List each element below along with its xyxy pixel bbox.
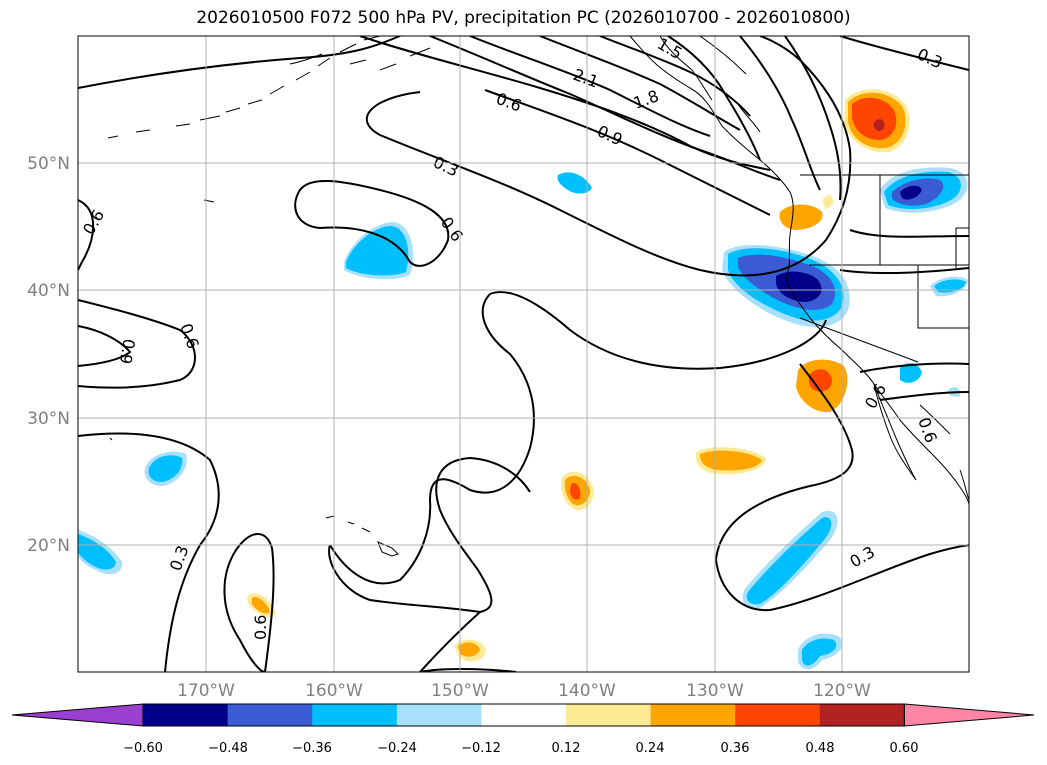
lat-labels: 50°N 40°N 30°N 20°N	[27, 154, 70, 556]
lat-label: 30°N	[27, 409, 70, 429]
precip-fills	[78, 89, 968, 670]
lon-label: 160°W	[305, 681, 363, 701]
precip-blob	[746, 517, 832, 605]
colorbar-segments	[11, 703, 1035, 727]
pv-contour-line	[879, 391, 969, 401]
colorbar-tick-label: −0.60	[123, 741, 163, 756]
pv-contour-line	[294, 180, 450, 267]
colorbar-segment	[227, 704, 313, 726]
colorbar-segment	[650, 704, 736, 726]
precip-blob	[458, 642, 480, 657]
lat-label: 50°N	[27, 154, 70, 174]
pv-contour-line	[78, 199, 95, 271]
colorbar-tick-label: 0.36	[721, 741, 750, 756]
colorbar-segment	[312, 704, 398, 726]
coastline	[629, 36, 969, 505]
pv-contour-line	[667, 36, 761, 161]
pv-contour-line	[839, 267, 969, 275]
pv-contour-line	[78, 325, 132, 367]
precip-blob	[808, 369, 832, 392]
chart-title: 2026010500 F072 500 hPa PV, precipitatio…	[196, 8, 851, 28]
lon-label: 150°W	[431, 681, 489, 701]
pv-contour-line	[859, 362, 969, 373]
precip-blob	[557, 172, 592, 194]
colorbar-segment	[735, 704, 821, 726]
colorbar-segment	[481, 704, 567, 726]
colorbar-segment	[819, 704, 905, 726]
precip-blob	[900, 185, 922, 200]
coastline	[107, 36, 381, 203]
colorbar-tick-label: 0.60	[890, 741, 919, 756]
coastline	[659, 36, 713, 101]
pv-contour-line	[223, 533, 275, 672]
colorbar-segment	[396, 704, 482, 726]
border	[799, 174, 969, 363]
colorbar-segment	[566, 704, 652, 726]
colorbar-frame	[142, 703, 905, 727]
precip-blob	[570, 482, 581, 500]
precip-blob	[346, 226, 409, 276]
precip-blob	[802, 638, 837, 666]
colorbar-extend-high	[903, 703, 1035, 727]
lat-label: 40°N	[27, 281, 70, 301]
coastlines	[107, 36, 969, 557]
pv-contour-line	[328, 456, 531, 614]
contour-label: 0.6	[251, 615, 270, 640]
colorbar: −0.60 −0.48 −0.36 −0.24 −0.12 0.12 0.24 …	[11, 703, 1035, 756]
colorbar-tick-label: 0.12	[552, 741, 581, 756]
contour-label: 0.9	[116, 337, 139, 365]
colorbar-segment	[143, 704, 229, 726]
gridlines	[78, 36, 969, 672]
coastline	[109, 437, 113, 441]
pv-contour-line	[78, 432, 220, 672]
pv-contour-line	[366, 36, 852, 277]
lon-label: 140°W	[558, 681, 616, 701]
precip-blob	[779, 204, 823, 230]
precip-blob	[252, 597, 270, 614]
colorbar-ticks: −0.60 −0.48 −0.36 −0.24 −0.12 0.12 0.24 …	[123, 741, 918, 756]
pv-contour-line	[469, 36, 711, 137]
coastline	[289, 47, 431, 71]
colorbar-tick-label: −0.48	[208, 741, 248, 756]
precip-blob	[822, 194, 834, 210]
pv-contour-line	[839, 36, 969, 71]
lat-label: 20°N	[27, 536, 70, 556]
pv-contour-line	[419, 668, 517, 672]
pv-contour-line	[329, 293, 535, 585]
precip-blob	[873, 119, 885, 131]
plot-area: 2.1 1.8 1.5 0.6 0.9 0.3 0.6 0.6 0.9 0.6 …	[78, 36, 969, 672]
pv-contour-line	[715, 544, 969, 612]
precip-blob	[934, 279, 966, 293]
precip-blob	[78, 534, 116, 570]
plot-frame	[77, 35, 970, 673]
pv-contour-line	[849, 229, 969, 238]
pv-contour-line	[599, 36, 751, 117]
colorbar-extend-low	[11, 703, 144, 727]
colorbar-tick-label: 0.24	[636, 741, 665, 756]
border	[955, 227, 969, 268]
pv-contour-line	[489, 291, 827, 370]
precip-blob	[776, 271, 822, 302]
colorbar-tick-label: −0.36	[292, 741, 332, 756]
precip-blob	[148, 455, 183, 482]
colorbar-tick-label: −0.12	[461, 741, 501, 756]
coastline	[325, 515, 399, 557]
lon-labels: 170°W 160°W 150°W 140°W 130°W 120°W	[177, 681, 871, 701]
colorbar-tick-label: −0.24	[377, 741, 417, 756]
precip-blob	[900, 363, 922, 383]
coastline	[919, 404, 969, 501]
pv-contour-line	[739, 36, 821, 191]
pv-contour-line	[484, 89, 771, 216]
pv-contour-line	[78, 36, 401, 89]
pv-contour-line	[715, 363, 854, 561]
precip-blob	[852, 97, 897, 140]
coastline	[873, 383, 917, 481]
lon-label: 170°W	[177, 681, 235, 701]
colorbar-tick-label: 0.48	[806, 741, 835, 756]
pv-contour-line	[78, 299, 196, 389]
lon-label: 130°W	[686, 681, 744, 701]
lon-label: 120°W	[813, 681, 871, 701]
pv-contour-line	[419, 611, 481, 672]
